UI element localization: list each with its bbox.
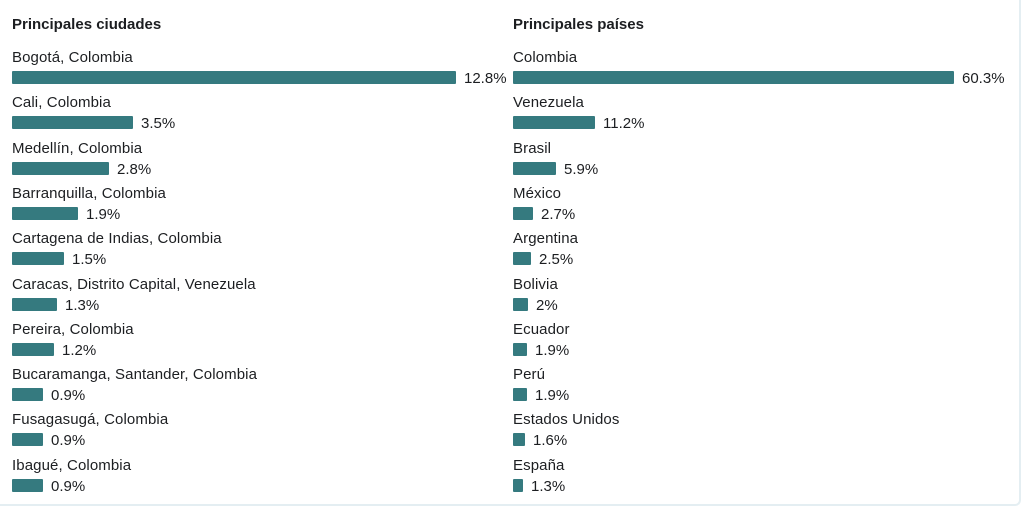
- country-value-label: 11.2%: [603, 115, 645, 132]
- city-bar: [12, 343, 54, 356]
- city-value-label: 12.8%: [464, 70, 507, 87]
- city-row: Bucaramanga, Santander, Colombia 0.9%: [12, 364, 504, 408]
- country-value-label: 60.3%: [962, 70, 1005, 87]
- city-bar: [12, 479, 43, 492]
- city-row: Barranquilla, Colombia 1.9%: [12, 183, 504, 227]
- country-bar: [513, 388, 527, 401]
- city-bar: [12, 207, 78, 220]
- city-value-label: 0.9%: [51, 478, 86, 495]
- city-bar: [12, 71, 456, 84]
- country-bar: [513, 252, 531, 265]
- city-value-label: 1.5%: [72, 251, 107, 268]
- country-row: México 2.7%: [513, 183, 1006, 227]
- country-value-label: 2%: [536, 297, 558, 314]
- country-row: Bolivia 2%: [513, 274, 1006, 318]
- country-bar: [513, 298, 528, 311]
- country-bar: [513, 162, 556, 175]
- city-bar: [12, 433, 43, 446]
- city-row: Cartagena de Indias, Colombia 1.5%: [12, 228, 504, 272]
- city-value-label: 0.9%: [51, 387, 86, 404]
- country-label: Brasil: [513, 140, 552, 157]
- country-label: Perú: [513, 366, 546, 383]
- country-bar: [513, 71, 954, 84]
- country-value-label: 1.6%: [533, 432, 568, 449]
- city-row: Pereira, Colombia 1.2%: [12, 319, 504, 363]
- city-row: Caracas, Distrito Capital, Venezuela 1.3%: [12, 274, 504, 318]
- country-bar: [513, 479, 523, 492]
- city-value-label: 1.3%: [65, 297, 100, 314]
- city-value-label: 2.8%: [117, 161, 152, 178]
- city-label: Caracas, Distrito Capital, Venezuela: [12, 276, 256, 293]
- city-value-label: 1.9%: [86, 206, 121, 223]
- country-bar: [513, 433, 525, 446]
- city-label: Fusagasugá, Colombia: [12, 411, 169, 428]
- country-row: Estados Unidos 1.6%: [513, 409, 1006, 453]
- country-label: Bolivia: [513, 276, 558, 293]
- city-label: Cartagena de Indias, Colombia: [12, 230, 222, 247]
- country-bar: [513, 207, 533, 220]
- city-bar: [12, 252, 64, 265]
- city-bar: [12, 116, 133, 129]
- country-bar: [513, 116, 595, 129]
- country-value-label: 2.5%: [539, 251, 574, 268]
- country-label: Venezuela: [513, 94, 584, 111]
- city-label: Bogotá, Colombia: [12, 49, 133, 66]
- city-bar: [12, 388, 43, 401]
- city-label: Barranquilla, Colombia: [12, 185, 166, 202]
- top-cities-title: Principales ciudades: [12, 16, 162, 33]
- city-value-label: 1.2%: [62, 342, 97, 359]
- top-countries-title: Principales países: [513, 16, 644, 33]
- city-value-label: 3.5%: [141, 115, 176, 132]
- country-row: Brasil 5.9%: [513, 138, 1006, 182]
- country-label: Ecuador: [513, 321, 570, 338]
- country-bar: [513, 343, 527, 356]
- city-value-label: 0.9%: [51, 432, 86, 449]
- country-value-label: 1.9%: [535, 387, 570, 404]
- country-value-label: 2.7%: [541, 206, 576, 223]
- country-row: Colombia 60.3%: [513, 47, 1006, 91]
- country-label: Estados Unidos: [513, 411, 620, 428]
- country-label: Colombia: [513, 49, 578, 66]
- country-row: Venezuela 11.2%: [513, 92, 1006, 136]
- city-bar: [12, 298, 57, 311]
- city-label: Cali, Colombia: [12, 94, 111, 111]
- country-label: México: [513, 185, 562, 202]
- city-row: Fusagasugá, Colombia 0.9%: [12, 409, 504, 453]
- city-row: Cali, Colombia 3.5%: [12, 92, 504, 136]
- city-label: Ibagué, Colombia: [12, 457, 132, 474]
- country-label: Argentina: [513, 230, 579, 247]
- city-row: Bogotá, Colombia 12.8%: [12, 47, 507, 91]
- city-bar: [12, 162, 109, 175]
- city-label: Bucaramanga, Santander, Colombia: [12, 366, 258, 383]
- country-row: España 1.3%: [513, 455, 1006, 499]
- country-row: Argentina 2.5%: [513, 228, 1006, 272]
- city-label: Medellín, Colombia: [12, 140, 143, 157]
- country-row: Ecuador 1.9%: [513, 319, 1006, 363]
- country-value-label: 1.3%: [531, 478, 566, 495]
- country-label: España: [513, 457, 565, 474]
- city-row: Medellín, Colombia 2.8%: [12, 138, 504, 182]
- country-row: Perú 1.9%: [513, 364, 1006, 408]
- city-row: Ibagué, Colombia 0.9%: [12, 455, 504, 499]
- country-value-label: 5.9%: [564, 161, 599, 178]
- country-value-label: 1.9%: [535, 342, 570, 359]
- city-label: Pereira, Colombia: [12, 321, 134, 338]
